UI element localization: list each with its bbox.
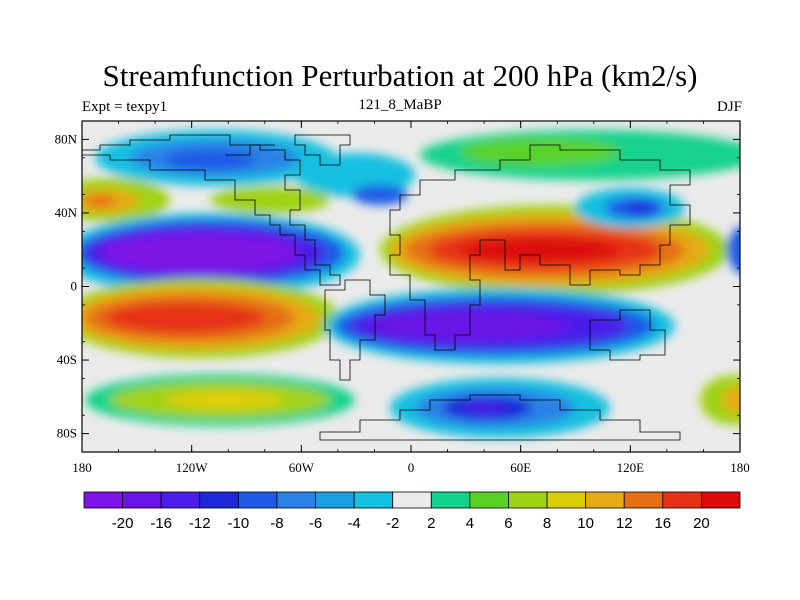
contour-fill-area <box>82 121 740 452</box>
band-neg-16-antarctic <box>465 402 505 414</box>
colorbar-label: -12 <box>189 515 211 532</box>
colorbar-label: 20 <box>693 515 710 532</box>
colorbar-swatch <box>430 491 471 509</box>
colorbar-swatch <box>83 491 123 509</box>
coast-antarctica <box>319 394 681 441</box>
band-neg-20-tropic <box>100 233 300 273</box>
coast-hudson <box>225 144 275 156</box>
band-pos-20-south-pacific <box>105 303 265 333</box>
lat-tick-label: 80N <box>55 131 78 146</box>
lat-tick-label: 40S <box>57 352 77 367</box>
lon-tick-label: 60E <box>510 460 531 475</box>
colorbar-label: 6 <box>504 515 512 532</box>
colorbar-label: -2 <box>386 515 399 532</box>
colorbar-label: -20 <box>112 515 134 532</box>
coast-australia <box>589 309 666 361</box>
colorbar-swatch <box>353 491 394 509</box>
colorbar-label: 2 <box>427 515 435 532</box>
coast-south-america <box>324 279 386 381</box>
lon-tick-label: 120W <box>176 460 209 475</box>
colorbar: -20 -16 -12 -10 -8 -6 -4 -2 2 4 6 8 10 12 16 20 <box>83 491 741 532</box>
band-pos-16-pacific <box>85 195 115 207</box>
colorbar-swatch <box>392 491 432 509</box>
colorbar-label: 12 <box>616 515 633 532</box>
band-pos-edge-south-core <box>722 386 740 414</box>
colorbar-swatch <box>122 491 162 509</box>
band-pos-edge-south <box>700 375 740 425</box>
colorbar-label: 4 <box>466 515 474 532</box>
colorbar-label: -8 <box>270 515 283 532</box>
colorbar-swatch <box>585 491 625 509</box>
lat-tick-label: 80S <box>57 426 77 441</box>
band-neg-10-north <box>165 150 255 170</box>
lon-tick-label: 180 <box>730 460 750 475</box>
lon-tick-label: 0 <box>408 460 415 475</box>
lat-tick-label: 40N <box>55 205 78 220</box>
lon-tick-label: 120E <box>617 460 645 475</box>
coast-eurasia-africa <box>389 144 691 351</box>
coastlines <box>82 134 691 441</box>
band-neg-edge-east <box>727 226 740 274</box>
lat-tick-label: 0 <box>71 279 78 294</box>
colorbar-swatch <box>701 491 741 509</box>
colorbar-label: -6 <box>309 515 322 532</box>
colorbar-swatch <box>546 491 587 509</box>
band-pos-8-america <box>210 186 330 214</box>
colorbar-label: 8 <box>543 515 551 532</box>
colorbar-swatch <box>160 491 201 509</box>
band-neg-12-eastasia <box>626 202 654 214</box>
colorbar-label: -10 <box>228 515 250 532</box>
longitude-axis: 180 120W 60W 0 60E 120E 180 <box>72 121 750 475</box>
colorbar-label: -16 <box>150 515 172 532</box>
latitude-axis: 80N 40N 0 40S 80S <box>55 120 740 453</box>
colorbar-label: -4 <box>347 515 360 532</box>
colorbar-swatch <box>469 491 509 509</box>
colorbar-swatch <box>662 491 702 509</box>
case-label: 121_8_MaBP <box>358 97 442 113</box>
plot-title: Streamfunction Perturbation at 200 hPa (… <box>102 58 698 93</box>
band-pos-max-asia <box>460 238 620 262</box>
lon-tick-label: 60W <box>289 460 315 475</box>
colorbar-swatch <box>315 491 355 509</box>
colorbar-swatch <box>237 491 278 509</box>
experiment-label: Expt = texpy1 <box>82 99 168 115</box>
colorbar-label: 10 <box>577 515 594 532</box>
colorbar-swatch <box>276 491 316 509</box>
coast-greenland <box>294 134 351 166</box>
band-pos-10-southern <box>165 390 285 410</box>
colorbar-label: 16 <box>654 515 671 532</box>
colorbar-swatch <box>199 491 239 509</box>
colorbar-swatch <box>623 491 664 509</box>
season-label: DJF <box>716 99 742 115</box>
band-neg-10-atlantic <box>352 185 408 205</box>
coast-north-america <box>82 134 341 286</box>
contour-bands <box>82 130 740 438</box>
colorbar-swatch <box>508 491 548 509</box>
lon-tick-label: 180 <box>72 460 92 475</box>
band-pos-6-arctic <box>460 138 620 166</box>
